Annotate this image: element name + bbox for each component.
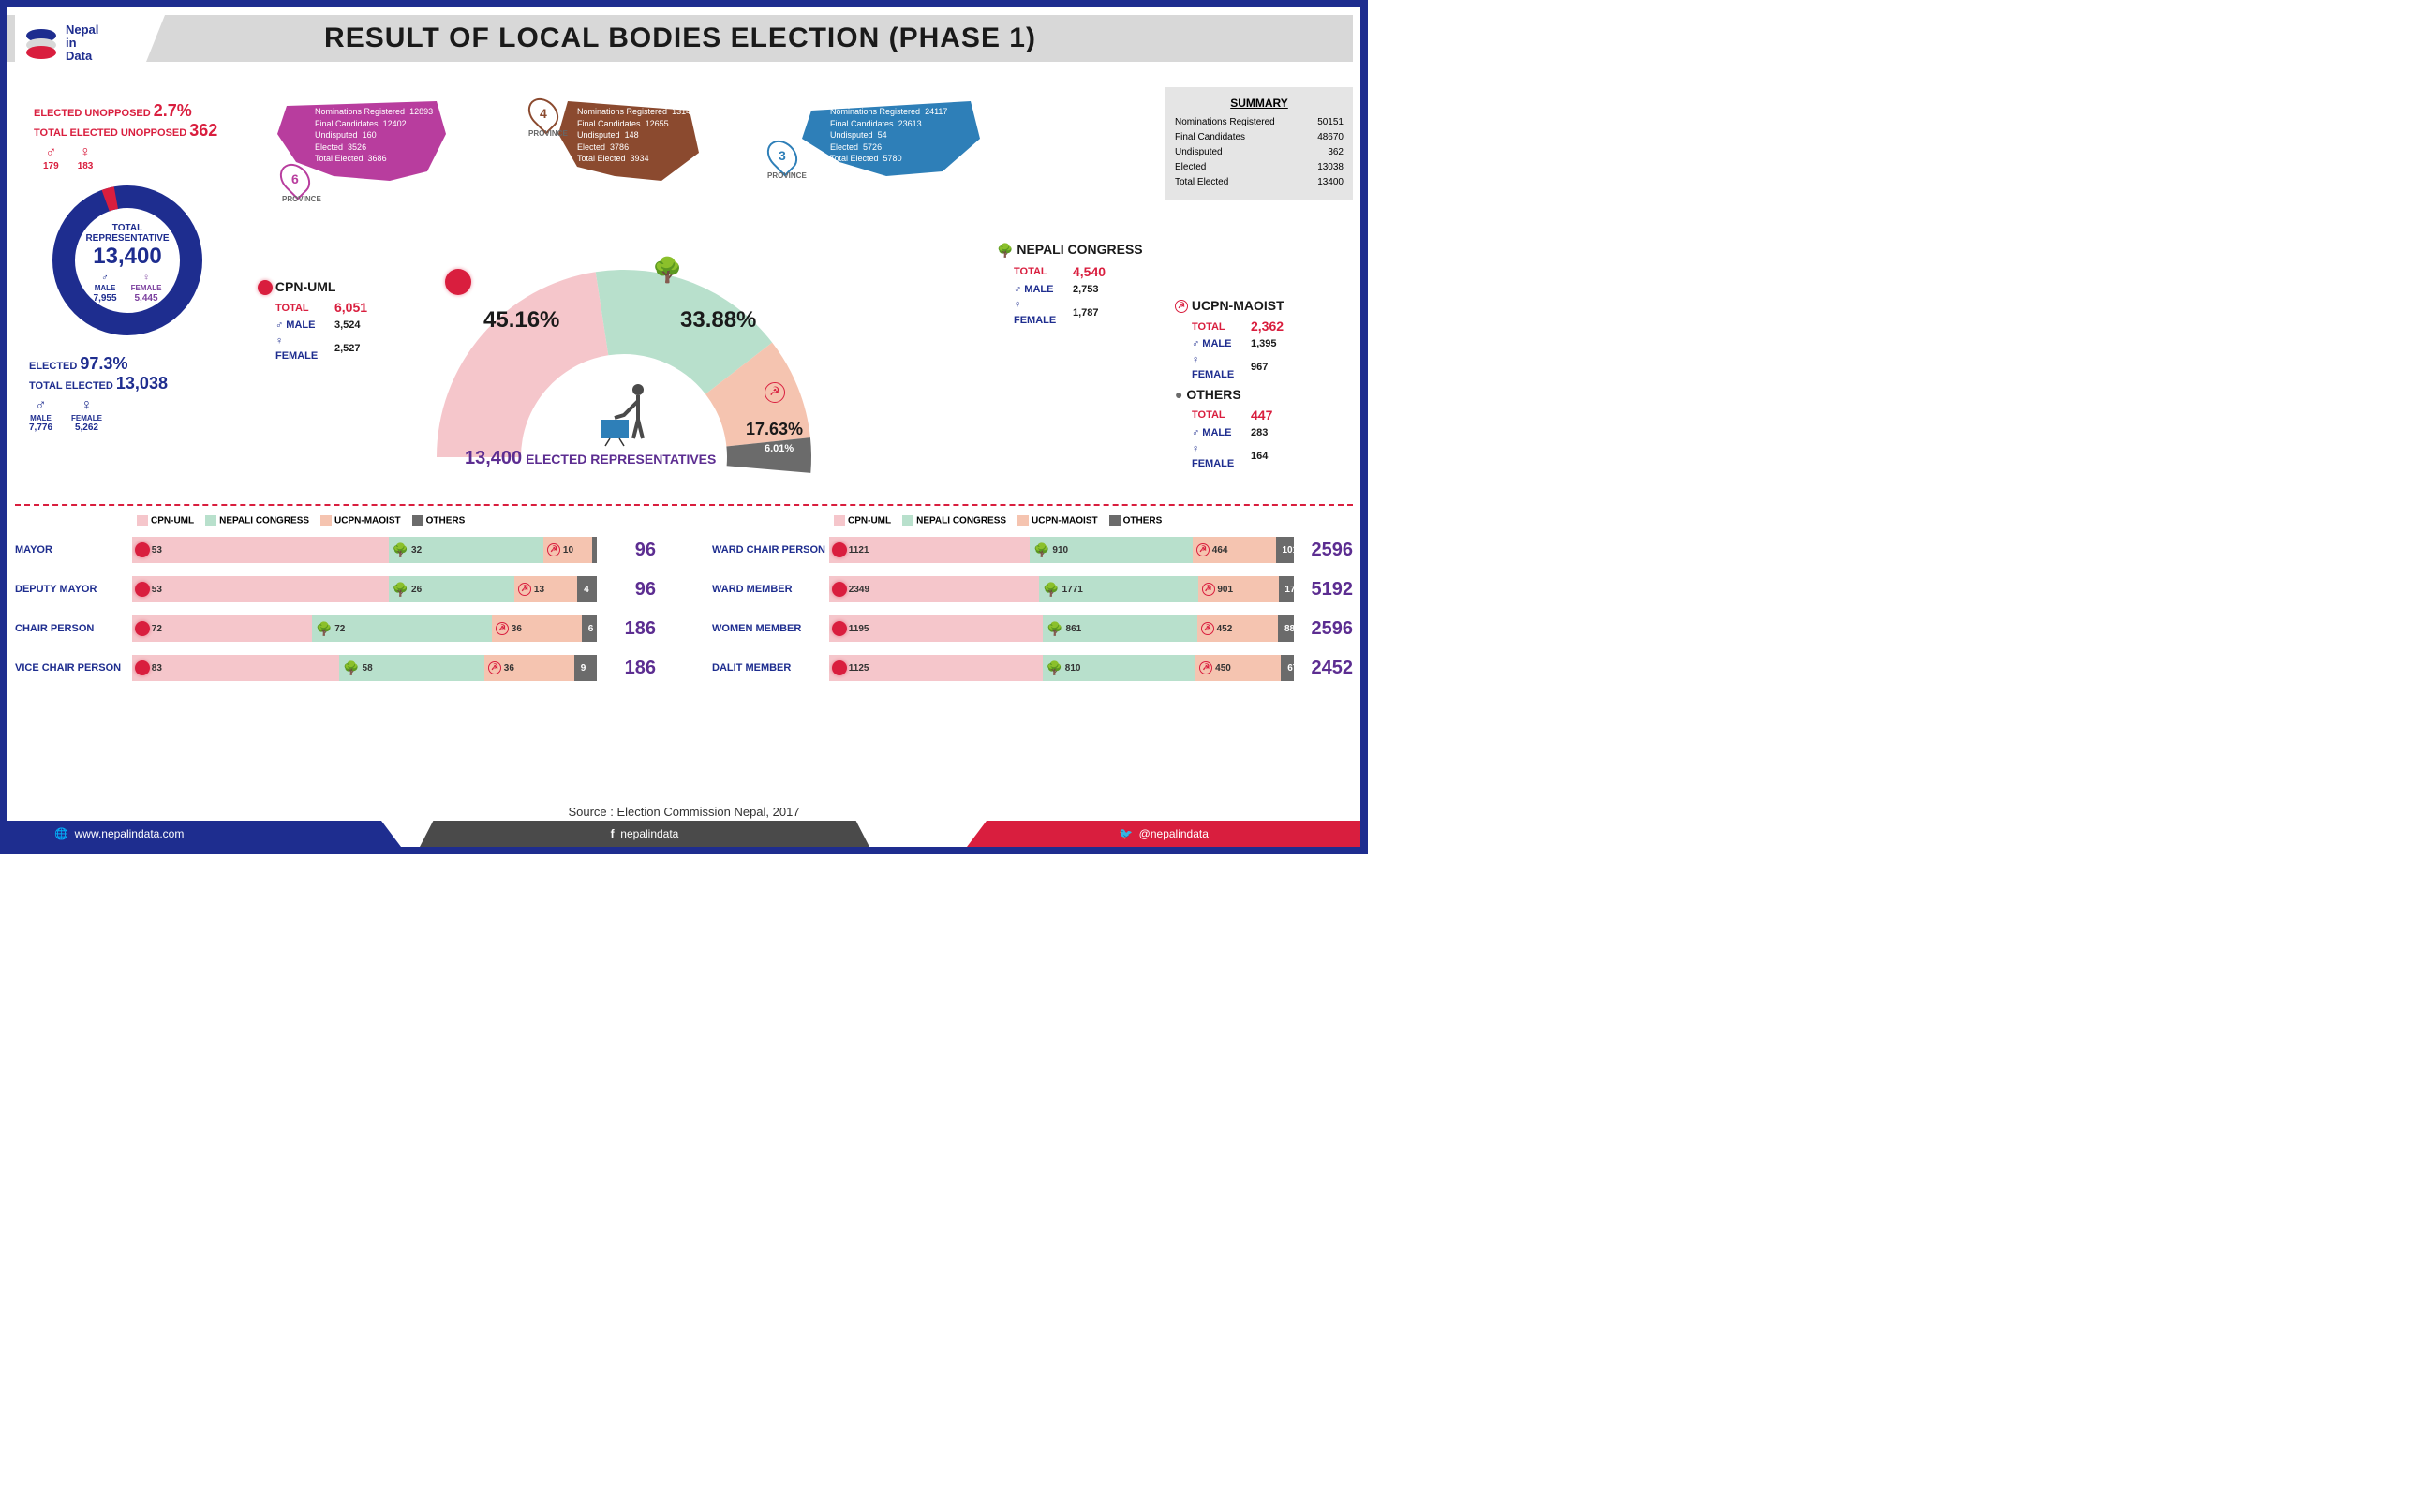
party-nc: 🌳 NEPALI CONGRESS TOTAL4,540 ♂ MALE2,753… <box>997 242 1165 328</box>
unopposed-label: ELECTED UNOPPOSED 2.7% <box>34 101 240 121</box>
donut-value: 13,400 <box>67 244 188 270</box>
bars-left-rows: MAYOR 53🌳 32☭ 10 196DEPUTY MAYOR 53🌳 26☭… <box>15 536 656 682</box>
donut-lbl: TOTALREPRESENTATIVE <box>67 223 188 244</box>
unop-tot: 362 <box>189 121 217 140</box>
bars-left: CPN-UMLNEPALI CONGRESSUCPN-MAOISTOTHERS … <box>15 515 656 693</box>
unop-male: ♂179 <box>43 144 59 171</box>
footer: Source : Election Commission Nepal, 2017… <box>7 800 1360 847</box>
summary-rows: Nominations Registered50151Final Candida… <box>1175 115 1344 190</box>
elected-female: ♀FEMALE5,262 <box>71 397 102 433</box>
donut-male: ♂MALE7,955 <box>94 273 117 304</box>
cpn-name: CPN-UML <box>259 279 427 294</box>
arc-pct-cpn: 45.16% <box>483 307 559 334</box>
province-6: Nominations Registered 12893Final Candid… <box>259 87 465 201</box>
unop-tot-text: TOTAL ELECTED UNOPPOSED <box>34 127 186 139</box>
prov4-stats: Nominations Registered 13141Final Candid… <box>577 106 695 165</box>
elected-male: ♂MALE7,776 <box>29 397 52 433</box>
arc-pct-nc: 33.88% <box>680 307 756 334</box>
unopposed-total-label: TOTAL ELECTED UNOPPOSED 362 <box>34 121 240 141</box>
logo-line2: in <box>66 37 98 50</box>
arc-hammer-icon: ☭ <box>765 382 785 403</box>
province-4: Nominations Registered 13141Final Candid… <box>502 87 708 201</box>
nc-name: 🌳 NEPALI CONGRESS <box>997 242 1165 259</box>
unop-mf: ♂179 ♀183 <box>43 144 240 171</box>
logo: Nepal in Data <box>15 15 165 71</box>
logo-text: Nepal in Data <box>66 23 98 64</box>
footer-tw[interactable]: 🐦 @nepalindata <box>967 821 1360 847</box>
prov6-label: PROVINCE <box>282 195 321 203</box>
prov3-label: PROVINCE <box>767 171 807 180</box>
donut-mf: ♂MALE7,955 ♀FEMALE5,445 <box>67 273 188 304</box>
oth-name: ● OTHERS <box>1175 387 1344 402</box>
donut-block: ELECTED UNOPPOSED 2.7% TOTAL ELECTED UNO… <box>15 101 240 433</box>
arc-pct-oth: 6.01% <box>765 443 794 454</box>
bars-right-rows: WARD CHAIR PERSON 1121🌳 910☭ 464 1012596… <box>712 536 1353 682</box>
arc-bottom-label: 13,400 ELECTED REPRESENTATIVES <box>465 448 716 469</box>
bars-section: CPN-UMLNEPALI CONGRESSUCPN-MAOISTOTHERS … <box>15 504 1353 693</box>
summary-header: SUMMARY <box>1175 96 1344 110</box>
logo-line3: Data <box>66 50 98 63</box>
title-bar: RESULT OF LOCAL BODIES ELECTION (PHASE 1… <box>7 15 1353 62</box>
bars-right: CPN-UMLNEPALI CONGRESSUCPN-MAOISTOTHERS … <box>712 515 1353 693</box>
unop-pct: 2.7% <box>154 101 192 120</box>
footer-fb[interactable]: f nepalindata <box>420 821 869 847</box>
party-ucpn: ☭ UCPN-MAOIST TOTAL2,362 ♂ MALE1,395 ♀ F… <box>1175 298 1344 383</box>
arc-tree-icon: 🌳 <box>652 256 682 285</box>
source-text: Source : Election Commission Nepal, 2017 <box>7 805 1360 819</box>
elected-mf: ♂MALE7,776 ♀FEMALE5,262 <box>29 397 240 433</box>
party-others: ● OTHERS TOTAL447 ♂ MALE283 ♀ FEMALE164 <box>1175 387 1344 472</box>
logo-line1: Nepal <box>66 23 98 37</box>
arc-chart: 45.16% 33.88% 17.63% 6.01% 🌳 ☭ 13,400 EL… <box>371 232 877 485</box>
province-3: Nominations Registered 24117Final Candid… <box>755 87 989 201</box>
donut-female: ♀FEMALE5,445 <box>131 273 162 304</box>
ucpn-name: ☭ UCPN-MAOIST <box>1175 298 1344 313</box>
prov4-label: PROVINCE <box>528 129 568 138</box>
prov3-stats: Nominations Registered 24117Final Candid… <box>830 106 947 165</box>
footer-web[interactable]: 🌐 www.nepalindata.com <box>7 821 401 847</box>
content: ELECTED UNOPPOSED 2.7% TOTAL ELECTED UNO… <box>15 73 1353 791</box>
legend-left: CPN-UMLNEPALI CONGRESSUCPN-MAOISTOTHERS <box>137 515 656 526</box>
party-cpn: CPN-UML TOTAL6,051 ♂ MALE3,524 ♀ FEMALE2… <box>259 279 427 364</box>
elected-total: TOTAL ELECTED 13,038 <box>29 374 240 393</box>
elected-block: ELECTED 97.3% TOTAL ELECTED 13,038 ♂MALE… <box>29 354 240 433</box>
arc-sun-icon <box>446 270 470 294</box>
voter-icon <box>591 373 657 452</box>
header: RESULT OF LOCAL BODIES ELECTION (PHASE 1… <box>7 7 1360 73</box>
logo-icon <box>22 24 60 62</box>
unop-female: ♀183 <box>78 144 94 171</box>
unop-text: ELECTED UNOPPOSED <box>34 108 151 119</box>
arc-pct-ucpn: 17.63% <box>746 420 803 439</box>
elected-label: ELECTED 97.3% <box>29 354 240 374</box>
prov6-stats: Nominations Registered 12893Final Candid… <box>315 106 433 165</box>
legend-right: CPN-UMLNEPALI CONGRESSUCPN-MAOISTOTHERS <box>834 515 1353 526</box>
donut-center: TOTALREPRESENTATIVE 13,400 ♂MALE7,955 ♀F… <box>67 223 188 304</box>
summary-box: SUMMARY Nominations Registered50151Final… <box>1165 87 1353 200</box>
page-title: RESULT OF LOCAL BODIES ELECTION (PHASE 1… <box>324 22 1036 54</box>
